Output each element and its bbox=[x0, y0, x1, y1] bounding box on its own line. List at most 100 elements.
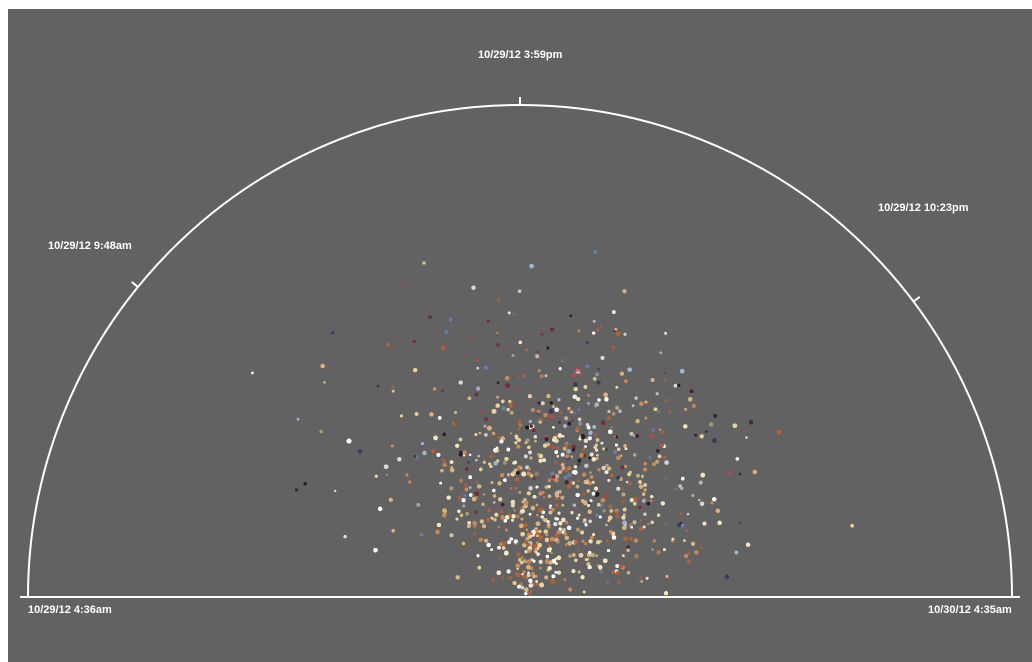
data-point bbox=[374, 474, 378, 478]
data-point bbox=[530, 505, 536, 511]
data-point bbox=[678, 484, 682, 488]
data-point bbox=[496, 395, 500, 399]
data-point bbox=[507, 540, 512, 545]
data-point bbox=[532, 559, 536, 563]
data-point bbox=[510, 499, 516, 505]
data-point bbox=[536, 552, 540, 556]
data-point bbox=[655, 459, 660, 464]
data-point bbox=[577, 570, 581, 574]
data-point bbox=[578, 421, 583, 426]
data-point bbox=[500, 503, 505, 507]
data-point bbox=[496, 459, 500, 463]
data-point bbox=[555, 446, 560, 451]
data-point bbox=[441, 389, 444, 393]
data-point bbox=[583, 518, 587, 522]
data-point bbox=[523, 523, 528, 527]
data-point bbox=[623, 332, 627, 336]
data-point bbox=[400, 414, 403, 418]
data-point bbox=[533, 435, 537, 439]
data-point bbox=[564, 416, 569, 421]
data-point bbox=[407, 480, 412, 484]
data-point bbox=[495, 342, 500, 348]
data-point bbox=[572, 394, 577, 400]
data-point bbox=[604, 494, 608, 498]
data-point bbox=[519, 523, 524, 528]
data-point bbox=[556, 539, 560, 544]
data-point bbox=[499, 542, 503, 546]
data-point bbox=[602, 447, 606, 451]
data-point bbox=[499, 509, 504, 514]
data-point bbox=[699, 434, 704, 439]
data-point bbox=[467, 460, 470, 464]
data-point bbox=[746, 542, 751, 547]
data-point bbox=[528, 467, 531, 471]
data-point bbox=[497, 436, 501, 440]
data-point bbox=[698, 498, 701, 502]
data-point bbox=[600, 356, 605, 360]
data-point bbox=[544, 537, 550, 543]
data-point bbox=[732, 423, 738, 428]
data-point bbox=[684, 554, 688, 558]
data-point bbox=[431, 449, 436, 454]
data-point bbox=[436, 523, 441, 527]
data-point bbox=[608, 515, 613, 520]
data-point bbox=[509, 410, 514, 415]
data-point bbox=[538, 559, 543, 565]
data-point bbox=[623, 444, 627, 448]
data-point bbox=[660, 501, 665, 506]
data-point bbox=[413, 455, 417, 458]
data-point bbox=[752, 469, 758, 475]
data-point bbox=[592, 319, 596, 323]
data-point bbox=[605, 448, 608, 451]
data-point bbox=[643, 512, 647, 516]
data-point bbox=[572, 503, 577, 507]
data-point bbox=[576, 516, 580, 520]
data-point bbox=[586, 489, 590, 493]
data-point bbox=[464, 487, 469, 492]
data-point bbox=[383, 464, 389, 469]
data-point bbox=[658, 428, 662, 432]
data-point bbox=[509, 537, 513, 541]
data-point bbox=[567, 421, 571, 426]
data-point bbox=[608, 504, 613, 509]
data-point bbox=[616, 580, 622, 585]
data-point bbox=[436, 453, 441, 457]
data-point bbox=[543, 529, 548, 534]
data-point bbox=[595, 327, 600, 332]
data-point bbox=[506, 407, 510, 412]
data-point bbox=[479, 467, 483, 472]
data-point bbox=[546, 442, 550, 447]
data-point bbox=[694, 434, 697, 437]
data-point bbox=[639, 526, 644, 531]
data-point bbox=[428, 315, 432, 320]
data-point bbox=[591, 480, 595, 484]
data-point bbox=[334, 489, 337, 493]
data-point bbox=[587, 504, 590, 507]
data-point bbox=[529, 456, 533, 460]
data-point bbox=[465, 512, 469, 516]
data-point bbox=[554, 571, 558, 574]
data-point bbox=[544, 485, 548, 489]
data-point bbox=[459, 450, 463, 454]
data-point bbox=[713, 413, 718, 419]
data-point bbox=[492, 494, 497, 498]
data-point bbox=[520, 517, 524, 521]
data-point bbox=[558, 367, 562, 371]
data-point bbox=[560, 358, 564, 363]
data-point bbox=[535, 354, 540, 359]
data-point bbox=[634, 553, 639, 559]
data-point bbox=[545, 559, 550, 564]
data-point bbox=[584, 558, 588, 561]
data-point bbox=[712, 497, 717, 502]
data-point bbox=[590, 535, 594, 540]
data-point bbox=[529, 263, 534, 269]
data-point bbox=[547, 478, 552, 482]
data-point bbox=[607, 467, 611, 471]
data-point bbox=[564, 520, 569, 525]
data-point bbox=[461, 498, 466, 503]
data-point bbox=[549, 401, 553, 405]
data-point bbox=[553, 460, 558, 465]
data-point bbox=[458, 437, 463, 442]
data-point bbox=[530, 558, 534, 562]
data-point bbox=[497, 481, 502, 486]
